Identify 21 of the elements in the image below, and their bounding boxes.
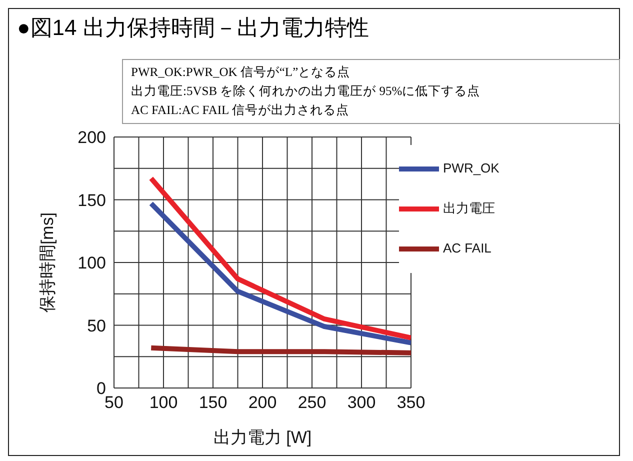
legend-label: AC FAIL (443, 240, 492, 256)
x-tick-label: 50 (104, 393, 124, 412)
y-tick-label: 100 (78, 254, 106, 273)
text: AC FAIL:AC FAIL 信号が出力される点 (131, 102, 350, 119)
y-axis-title: 保持時間[ms] (38, 212, 58, 313)
x-tick-label: 150 (198, 393, 228, 412)
text: 出力電圧:5VSB を除く何れかの出力電圧が 95%に低下する点 (131, 83, 482, 100)
legend-label: PWR_OK (443, 160, 500, 176)
x-tick-label: 200 (248, 393, 277, 412)
x-tick-label: 250 (298, 393, 326, 412)
x-tick-label: 300 (347, 393, 376, 412)
y-tick-label: 150 (78, 190, 106, 210)
x-tick-label: 100 (149, 393, 178, 412)
text: PWR_OK:PWR_OK 信号が“L”となる点 (131, 64, 352, 81)
x-tick-label: 350 (396, 393, 426, 412)
y-tick-label: 0 (96, 379, 106, 398)
y-tick-label: 200 (78, 128, 106, 148)
y-tick-label: 50 (87, 316, 106, 336)
chart-title: ●図14 出力保持時間－出力電力特性 (17, 14, 370, 42)
legend-label: 出力電圧 (443, 200, 495, 216)
x-axis-title: 出力電力 [W] (213, 428, 312, 447)
